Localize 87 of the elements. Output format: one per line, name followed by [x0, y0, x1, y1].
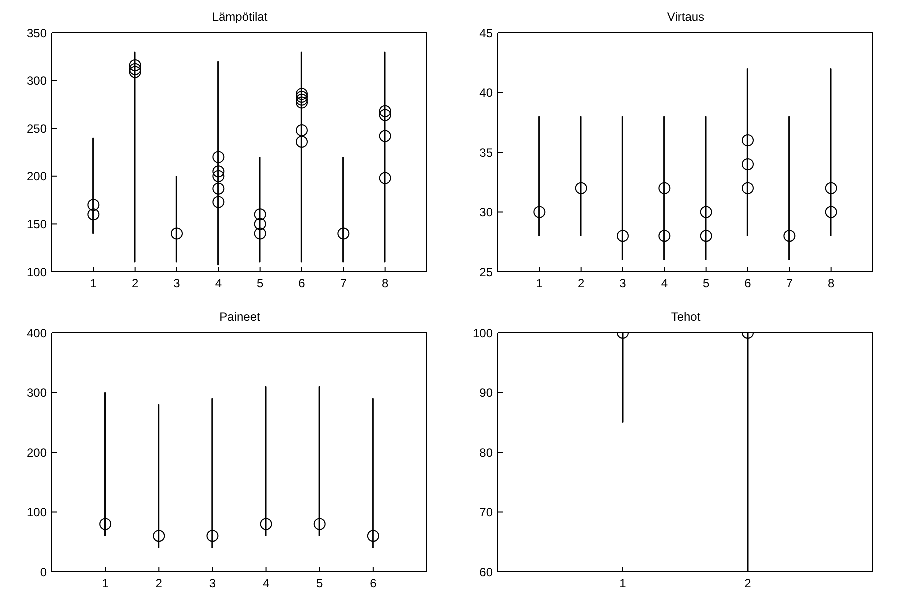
x-tick-label: 1	[536, 276, 544, 291]
point	[171, 228, 183, 240]
y-tick-label: 30	[480, 206, 494, 220]
x-tick-label: 2	[156, 576, 163, 591]
point	[129, 66, 142, 78]
point	[658, 230, 671, 242]
y-tick-label: 350	[26, 26, 48, 40]
point	[658, 182, 671, 194]
x-tick-label: 2	[744, 576, 752, 591]
x-tick-label: 8	[828, 276, 835, 291]
y-tick-label: 80	[480, 446, 494, 460]
x-tick-label: 7	[786, 276, 794, 291]
x-tick-label: 1	[102, 576, 110, 591]
point	[129, 60, 142, 72]
point	[254, 218, 266, 230]
y-tick-label: 250	[26, 122, 48, 136]
point	[296, 124, 308, 137]
y-tick-label: 45	[480, 26, 494, 40]
y-tick-label: 400	[26, 326, 48, 340]
point	[617, 230, 629, 242]
y-tick-label: 100	[26, 265, 48, 280]
x-tick-label: 8	[382, 276, 389, 291]
point	[338, 228, 350, 240]
point	[296, 136, 308, 148]
point	[379, 172, 392, 184]
chart-title: Virtaus	[666, 9, 706, 26]
x-tick-label: 2	[578, 276, 585, 291]
x-tick-label: 2	[132, 276, 139, 291]
x-tick-label: 5	[702, 276, 710, 291]
x-tick-label: 5	[316, 576, 324, 591]
y-tick-label: 25	[480, 265, 494, 280]
y-tick-label: 0	[40, 565, 48, 580]
x-tick-label: 4	[262, 576, 270, 591]
point	[742, 182, 754, 194]
y-tick-label: 300	[26, 74, 48, 88]
point	[212, 151, 225, 164]
point	[379, 105, 392, 118]
y-tick-label: 100	[26, 506, 48, 520]
x-tick-label: 3	[620, 276, 627, 291]
point	[534, 206, 546, 218]
point	[296, 96, 308, 109]
point	[296, 88, 308, 100]
x-tick-label: 4	[661, 276, 668, 291]
y-tick-label: 70	[480, 506, 494, 520]
y-tick-label: 200	[26, 170, 48, 184]
x-tick-label: 6	[744, 276, 752, 291]
x-tick-label: 5	[256, 276, 264, 291]
point	[825, 206, 838, 218]
y-tick-label: 200	[26, 446, 48, 460]
point	[212, 170, 225, 182]
point	[379, 130, 392, 142]
point	[129, 63, 142, 76]
x-tick-label: 7	[340, 276, 348, 291]
x-tick-label: 1	[90, 276, 98, 291]
point	[88, 208, 100, 221]
point	[784, 230, 796, 242]
x-tick-label: 1	[620, 576, 627, 591]
y-tick-label: 35	[480, 146, 494, 160]
point	[575, 182, 588, 194]
y-tick-label: 100	[472, 326, 494, 340]
point	[212, 166, 225, 178]
point	[825, 182, 838, 194]
point	[742, 158, 754, 170]
point	[212, 196, 225, 208]
x-tick-label: 4	[215, 276, 222, 291]
chart-title: Lämpötilat	[211, 9, 269, 26]
y-tick-label: 150	[26, 217, 48, 232]
point	[254, 208, 266, 221]
y-tick-label: 60	[480, 565, 494, 580]
point	[296, 91, 308, 104]
x-tick-label: 6	[370, 576, 378, 591]
point	[212, 182, 225, 195]
y-tick-label: 40	[480, 86, 494, 100]
point	[88, 199, 100, 212]
x-tick-label: 3	[209, 576, 216, 591]
chart-title: Paineet	[218, 309, 262, 326]
y-tick-label: 90	[480, 386, 494, 400]
y-tick-label: 300	[26, 386, 48, 400]
point	[379, 109, 392, 122]
point	[296, 94, 308, 106]
chart-title: Tehot	[670, 309, 702, 326]
x-tick-label: 6	[298, 276, 306, 291]
point	[254, 228, 266, 240]
point	[742, 134, 754, 147]
x-tick-label: 3	[174, 276, 181, 291]
point	[700, 206, 712, 218]
point	[700, 230, 712, 242]
